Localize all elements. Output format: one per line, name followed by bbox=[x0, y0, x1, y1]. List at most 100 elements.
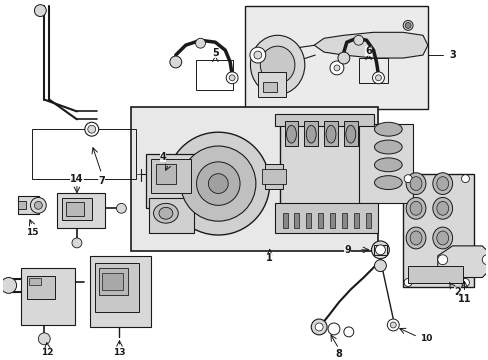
Bar bbox=[279, 117, 368, 206]
Bar bbox=[282, 213, 287, 228]
Bar bbox=[99, 267, 128, 295]
Circle shape bbox=[34, 5, 46, 17]
Circle shape bbox=[461, 175, 468, 183]
Bar bbox=[304, 121, 318, 146]
Circle shape bbox=[253, 51, 261, 59]
Text: 5: 5 bbox=[211, 48, 218, 58]
Circle shape bbox=[386, 319, 398, 331]
Bar bbox=[32, 129, 136, 179]
Ellipse shape bbox=[325, 125, 335, 143]
Bar bbox=[195, 60, 233, 90]
Ellipse shape bbox=[409, 177, 421, 190]
Circle shape bbox=[329, 61, 343, 75]
Ellipse shape bbox=[409, 201, 421, 215]
Circle shape bbox=[333, 65, 339, 71]
Ellipse shape bbox=[345, 125, 355, 143]
Bar bbox=[257, 72, 285, 96]
Circle shape bbox=[315, 323, 323, 331]
Circle shape bbox=[343, 327, 353, 337]
Ellipse shape bbox=[409, 231, 421, 245]
Circle shape bbox=[1, 278, 17, 293]
Text: 13: 13 bbox=[113, 348, 125, 357]
Ellipse shape bbox=[374, 158, 401, 172]
Text: 9: 9 bbox=[344, 245, 350, 255]
Circle shape bbox=[389, 322, 395, 328]
Circle shape bbox=[481, 255, 488, 265]
Bar bbox=[244, 6, 427, 109]
Bar bbox=[18, 197, 39, 214]
Text: 8: 8 bbox=[335, 348, 342, 359]
Bar bbox=[305, 213, 310, 228]
Circle shape bbox=[371, 241, 388, 259]
Bar bbox=[274, 114, 373, 126]
Bar bbox=[373, 245, 386, 255]
Circle shape bbox=[353, 35, 363, 45]
Circle shape bbox=[181, 146, 255, 221]
Bar bbox=[324, 121, 337, 146]
Bar bbox=[407, 266, 462, 283]
Bar bbox=[57, 193, 104, 228]
Circle shape bbox=[404, 175, 411, 183]
Ellipse shape bbox=[432, 227, 452, 249]
Bar bbox=[27, 275, 55, 299]
Circle shape bbox=[169, 56, 182, 68]
Text: 14: 14 bbox=[70, 174, 83, 184]
Text: 10: 10 bbox=[419, 334, 431, 343]
Text: 7: 7 bbox=[98, 176, 105, 186]
Bar bbox=[90, 256, 151, 327]
Bar bbox=[149, 198, 193, 233]
Ellipse shape bbox=[250, 35, 304, 95]
Circle shape bbox=[84, 122, 99, 136]
Circle shape bbox=[249, 47, 265, 63]
Ellipse shape bbox=[159, 207, 172, 219]
Ellipse shape bbox=[374, 176, 401, 189]
Bar bbox=[403, 174, 473, 287]
Bar bbox=[62, 198, 92, 220]
Polygon shape bbox=[437, 246, 488, 278]
Bar bbox=[131, 108, 378, 251]
Ellipse shape bbox=[374, 140, 401, 154]
Circle shape bbox=[72, 238, 81, 248]
Circle shape bbox=[372, 72, 384, 84]
Ellipse shape bbox=[406, 227, 425, 249]
Circle shape bbox=[327, 323, 339, 335]
Bar bbox=[343, 121, 357, 146]
Ellipse shape bbox=[406, 197, 425, 219]
Circle shape bbox=[196, 162, 240, 205]
Ellipse shape bbox=[406, 173, 425, 194]
Bar bbox=[318, 213, 323, 228]
Ellipse shape bbox=[286, 125, 296, 143]
Bar bbox=[156, 164, 175, 184]
Bar bbox=[66, 202, 83, 216]
Circle shape bbox=[226, 72, 238, 84]
Circle shape bbox=[166, 132, 269, 235]
Circle shape bbox=[337, 52, 349, 64]
Circle shape bbox=[88, 125, 96, 133]
Bar bbox=[20, 267, 75, 325]
Ellipse shape bbox=[436, 177, 448, 190]
Circle shape bbox=[403, 21, 412, 30]
Ellipse shape bbox=[305, 125, 316, 143]
Bar bbox=[358, 124, 412, 203]
Circle shape bbox=[195, 38, 205, 48]
Circle shape bbox=[437, 255, 447, 265]
Circle shape bbox=[374, 260, 386, 271]
Text: 4: 4 bbox=[159, 152, 166, 162]
Ellipse shape bbox=[436, 231, 448, 245]
Bar bbox=[95, 263, 139, 312]
Bar bbox=[151, 159, 190, 193]
Bar bbox=[353, 213, 358, 228]
Text: 6: 6 bbox=[365, 46, 371, 56]
Circle shape bbox=[375, 245, 385, 255]
Bar bbox=[284, 121, 298, 146]
Bar bbox=[29, 278, 41, 285]
Circle shape bbox=[34, 201, 42, 209]
Circle shape bbox=[375, 75, 381, 81]
Ellipse shape bbox=[260, 46, 294, 84]
Circle shape bbox=[310, 319, 326, 335]
Bar bbox=[294, 213, 299, 228]
Bar bbox=[102, 273, 123, 291]
Ellipse shape bbox=[432, 197, 452, 219]
Bar bbox=[365, 213, 370, 228]
Bar bbox=[264, 164, 282, 189]
